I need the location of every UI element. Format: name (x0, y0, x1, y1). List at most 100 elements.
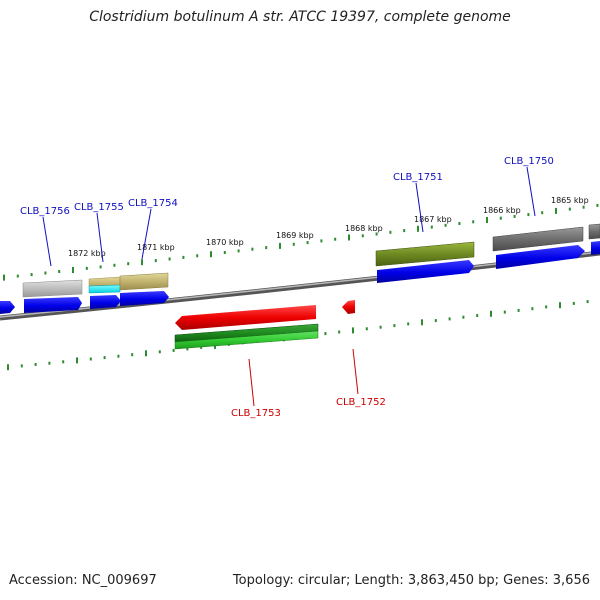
feature-clb-1753-lower[interactable] (174, 330, 319, 350)
outer-minor-tick (237, 249, 240, 253)
outer-minor-tick (182, 255, 185, 259)
inner-major-tick (421, 319, 423, 326)
inner-major-tick (145, 350, 147, 357)
scale-label-1866: 1866 kbp (483, 206, 521, 215)
outer-minor-tick (444, 223, 447, 227)
leader-clb-1755 (96, 212, 104, 263)
gene-label-clb-1756[interactable]: CLB_1756 (20, 206, 70, 217)
inner-minor-tick (379, 325, 382, 329)
inner-minor-tick (200, 345, 203, 349)
outer-major-tick (210, 251, 212, 258)
inner-minor-tick (34, 363, 37, 366)
gene-label-clb-1755[interactable]: CLB_1755 (74, 202, 124, 213)
gene-label-clb-1751[interactable]: CLB_1751 (393, 172, 443, 183)
feature-clb-1755-lower[interactable] (88, 284, 121, 294)
outer-minor-tick (582, 205, 585, 209)
outer-minor-tick (596, 203, 599, 207)
cds-arrow-right-edge[interactable] (591, 241, 600, 255)
cds-arrow-clb-1752[interactable] (342, 300, 355, 314)
inner-minor-tick (103, 356, 106, 360)
outer-minor-tick (292, 242, 295, 246)
scale-label-1872: 1872 kbp (68, 249, 106, 258)
inner-major-tick (352, 327, 354, 334)
outer-minor-tick (541, 211, 544, 215)
outer-major-tick (348, 234, 350, 241)
outer-minor-tick (85, 266, 88, 270)
label-leaders (42, 166, 536, 407)
outer-minor-tick (403, 229, 406, 233)
outer-minor-tick (113, 263, 116, 267)
cds-arrow-clb-1754[interactable] (120, 291, 169, 306)
outer-minor-tick (154, 259, 157, 263)
inner-minor-tick (324, 332, 327, 336)
inner-minor-tick (117, 354, 120, 358)
cds-arrow-clb-1751[interactable] (377, 260, 474, 283)
outer-tick-ring (3, 203, 599, 281)
cds-arrow-left-edge[interactable] (0, 301, 15, 314)
outer-major-tick (141, 259, 143, 266)
outer-minor-tick (44, 271, 47, 275)
accession-text: Accession: NC_009697 (9, 573, 157, 588)
outer-major-tick (3, 274, 5, 281)
inner-minor-tick (448, 317, 451, 321)
feature-clb-1751[interactable] (375, 241, 475, 267)
feature-next-gray[interactable] (588, 223, 600, 240)
inner-minor-tick (407, 322, 410, 326)
outer-minor-tick (265, 246, 268, 250)
gene-label-clb-1753[interactable]: CLB_1753 (231, 408, 281, 419)
feature-clb-1750[interactable] (492, 226, 584, 252)
scale-labels: 1872 kbp 1871 kbp 1870 kbp 1869 kbp 1868… (68, 196, 589, 258)
outer-minor-tick (99, 265, 102, 269)
outer-minor-tick (472, 220, 475, 224)
inner-minor-tick (172, 348, 175, 352)
inner-minor-tick (89, 357, 92, 361)
inner-minor-tick (572, 301, 575, 305)
outer-minor-tick (499, 216, 502, 220)
leader-clb-1756 (42, 216, 52, 267)
inner-minor-tick (517, 308, 520, 312)
inner-minor-tick (48, 361, 51, 365)
outer-minor-tick (223, 251, 226, 254)
outer-minor-tick (334, 237, 337, 241)
inner-minor-tick (338, 330, 341, 334)
gene-labels: CLB_1756 CLB_1755 CLB_1754 CLB_1751 CLB_… (20, 156, 554, 419)
outer-minor-tick (16, 274, 19, 278)
leader-clb-1754 (141, 208, 152, 260)
scale-label-1868: 1868 kbp (345, 224, 383, 233)
gene-label-clb-1752[interactable]: CLB_1752 (336, 397, 386, 408)
outer-major-tick (555, 207, 557, 214)
inner-minor-tick (131, 353, 134, 357)
inner-minor-tick (434, 319, 437, 323)
inner-major-tick (76, 357, 78, 364)
leader-clb-1753 (248, 358, 255, 407)
inner-minor-tick (186, 347, 189, 351)
cds-arrow-clb-1756[interactable] (24, 297, 82, 313)
outer-minor-tick (375, 232, 378, 236)
feature-clb-1755-upper[interactable] (88, 276, 121, 287)
inner-minor-tick (462, 315, 465, 319)
inner-minor-tick (545, 305, 548, 309)
scale-label-1871: 1871 kbp (137, 243, 175, 252)
cds-arrow-clb-1753[interactable] (175, 305, 316, 330)
scale-label-1867: 1867 kbp (414, 215, 452, 224)
outer-minor-tick (251, 247, 254, 251)
cds-arrow-clb-1755[interactable] (90, 295, 121, 309)
inner-minor-tick (393, 324, 396, 328)
feature-clb-1754[interactable] (119, 272, 169, 291)
cds-arrow-clb-1750[interactable] (496, 245, 585, 269)
outer-major-tick (486, 217, 488, 223)
outer-minor-tick (196, 254, 199, 258)
inner-major-tick (490, 310, 492, 317)
inner-minor-tick (586, 300, 589, 304)
gene-label-clb-1754[interactable]: CLB_1754 (128, 198, 178, 209)
inner-minor-tick (365, 327, 368, 331)
gene-label-clb-1750[interactable]: CLB_1750 (504, 156, 554, 167)
scale-label-1865: 1865 kbp (551, 196, 589, 205)
outer-minor-tick (127, 262, 130, 266)
outer-minor-tick (58, 270, 61, 273)
inner-minor-tick (503, 310, 506, 314)
outer-minor-tick (527, 213, 530, 217)
outer-minor-tick (430, 225, 433, 229)
feature-clb-1756[interactable] (22, 279, 83, 298)
